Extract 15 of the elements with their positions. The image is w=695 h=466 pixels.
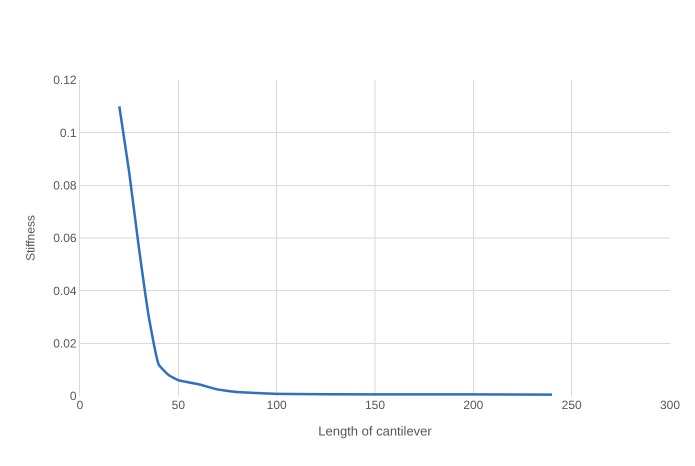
x-tick-label: 100 (266, 398, 287, 412)
line-series (118, 105, 554, 396)
y-tick-label: 0.06 (53, 231, 77, 246)
x-tick-label: 200 (463, 398, 484, 412)
x-tick-label: 300 (660, 398, 680, 412)
y-axis-title: Stiffness (24, 215, 38, 261)
y-tick-label: 0.02 (53, 336, 77, 351)
x-tick-label: 250 (562, 398, 582, 412)
y-tick-label: 0.1 (60, 126, 77, 140)
x-axis-title: Length of cantilever (318, 424, 432, 439)
x-tick-label: 150 (364, 398, 386, 412)
y-tick-label: 0.04 (53, 284, 77, 298)
y-tick-label: 0.08 (53, 178, 77, 193)
y-tick-label: 0.12 (53, 73, 77, 88)
x-tick-label: 50 (172, 398, 186, 412)
